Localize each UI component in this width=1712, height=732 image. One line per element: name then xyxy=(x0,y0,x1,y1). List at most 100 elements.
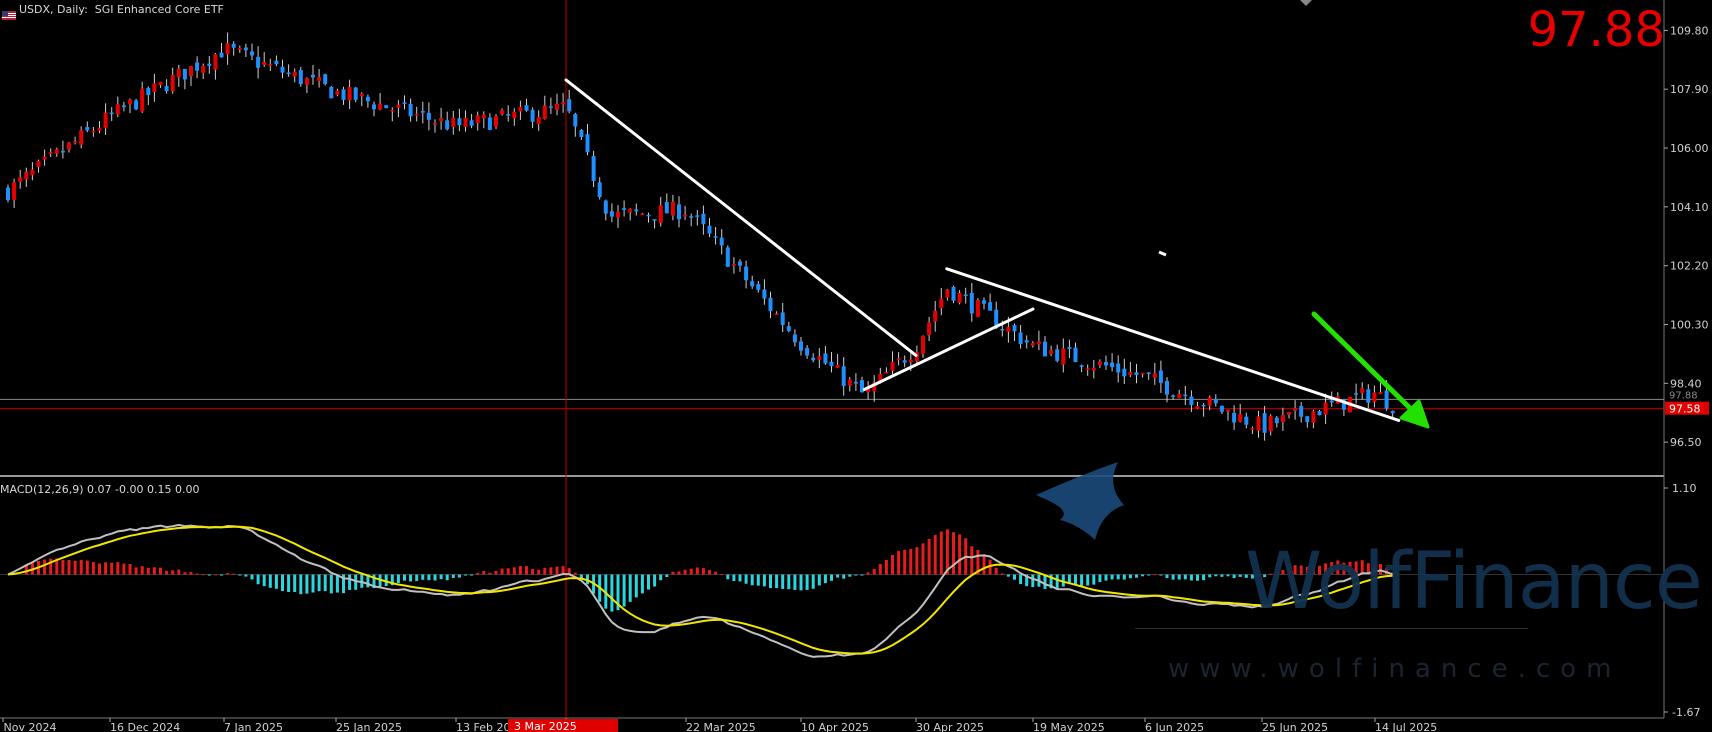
macd-bar-pos xyxy=(1318,565,1321,575)
macd-bar-pos xyxy=(1360,560,1364,575)
forecast-arrow-shaft xyxy=(1311,311,1421,419)
candle-down xyxy=(121,105,126,108)
macd-bar-pos xyxy=(506,568,510,575)
macd-bar-pos xyxy=(1299,565,1303,575)
candle-down xyxy=(365,96,370,102)
macd-bar-neg xyxy=(781,574,785,589)
candle-up xyxy=(512,111,517,119)
macd-bar-pos xyxy=(982,554,986,575)
candle-down xyxy=(1317,411,1322,416)
wolf-logo-icon xyxy=(1036,462,1124,540)
candle-up xyxy=(1049,350,1054,354)
candle-up xyxy=(67,142,71,150)
candle-down xyxy=(756,284,761,290)
macd-bar-pos xyxy=(1342,562,1346,575)
macd-bar-neg xyxy=(1061,574,1065,587)
candle-down xyxy=(164,85,169,92)
macd-bar-neg xyxy=(769,574,772,589)
candle-down xyxy=(1104,362,1108,366)
macd-bar-pos xyxy=(152,567,156,575)
macd-bar-pos xyxy=(537,569,541,575)
us-flag-icon xyxy=(2,5,16,20)
macd-bar-neg xyxy=(1006,574,1010,577)
macd-bar-neg xyxy=(317,574,321,592)
watermark-divider xyxy=(1135,628,1528,629)
candle-down xyxy=(1073,347,1078,363)
candle-down xyxy=(1305,416,1310,423)
macd-bar-pos xyxy=(701,568,705,575)
trendline xyxy=(945,267,1401,422)
candle-down xyxy=(341,89,346,100)
macd-bar-neg xyxy=(640,574,644,594)
macd-tick-label: -1.67 xyxy=(1672,706,1700,719)
macd-bar-pos xyxy=(128,564,132,575)
macd-bar-neg xyxy=(1177,574,1181,580)
candle-up xyxy=(475,115,480,124)
macd-bar-pos xyxy=(525,566,528,575)
macd-bar-neg xyxy=(323,574,327,592)
macd-bar-neg xyxy=(348,574,352,590)
candle-up xyxy=(872,382,877,392)
macd-bar-neg xyxy=(403,574,406,581)
macd-bar-pos xyxy=(543,567,547,575)
macd-bar-pos xyxy=(79,559,83,575)
candle-up xyxy=(731,263,736,266)
candle-up xyxy=(304,78,309,85)
candle-down xyxy=(860,380,864,393)
candle-up xyxy=(945,289,950,298)
candle-down xyxy=(780,312,785,325)
candles xyxy=(6,32,1395,441)
candle-up xyxy=(1085,368,1090,370)
candle-up xyxy=(158,82,163,86)
macd-bar-neg xyxy=(1214,574,1218,577)
macd-bar-neg xyxy=(1025,574,1029,587)
candle-down xyxy=(1067,347,1072,349)
candle-down xyxy=(963,294,968,296)
macd-bar-pos xyxy=(976,549,980,575)
candle-down xyxy=(1146,372,1151,374)
macd-bar-neg xyxy=(274,574,278,589)
macd-bar-neg xyxy=(415,574,419,581)
candle-down xyxy=(231,43,236,48)
candle-down xyxy=(1262,413,1267,433)
candle-up xyxy=(847,379,852,386)
macd-bar-neg xyxy=(256,574,260,585)
candle-down xyxy=(762,289,767,299)
macd-bar-neg xyxy=(1019,574,1023,585)
candle-up xyxy=(128,99,132,105)
macd-bar-pos xyxy=(1000,573,1004,575)
candle-down xyxy=(243,47,248,51)
date-tick-label: 6 Jun 2025 xyxy=(1145,721,1204,732)
date-tick-label: 30 Apr 2025 xyxy=(916,721,984,732)
candle-down xyxy=(1165,381,1169,395)
candle-up xyxy=(975,300,980,317)
candle-down xyxy=(652,219,657,221)
candle-up xyxy=(439,118,444,122)
candle-up xyxy=(237,47,242,50)
big-price-readout: 97.88 xyxy=(1527,2,1665,58)
macd-bar-neg xyxy=(1086,574,1090,586)
candle-down xyxy=(841,366,846,386)
candle-down xyxy=(713,236,718,238)
price-tick-label: 98.40 xyxy=(1670,377,1702,390)
macd-bar-neg xyxy=(1067,574,1071,585)
scroll-marker-icon xyxy=(1300,0,1312,6)
candle-up xyxy=(317,77,322,82)
candle-up xyxy=(463,117,468,127)
date-tick-label: 14 Jul 2025 xyxy=(1375,721,1437,732)
macd-bar-neg xyxy=(390,574,394,586)
candle-down xyxy=(1274,417,1279,424)
candle-down xyxy=(1232,413,1237,423)
date-axis: 7 Nov 2024 16 Dec 2024 7 Jan 2025 25 Jan 20… xyxy=(0,718,1437,732)
candle-down xyxy=(805,348,810,356)
trendline xyxy=(862,307,1035,392)
macd-bar-neg xyxy=(1171,574,1175,580)
crosshair-date-label: 3 Mar 2025 xyxy=(514,720,577,732)
macd-bar-neg xyxy=(305,574,309,594)
candle-down xyxy=(646,214,651,217)
macd-bar-neg xyxy=(659,574,663,581)
macd-bar-pos xyxy=(201,574,205,576)
macd-bar-pos xyxy=(1293,565,1297,575)
macd-bar-pos xyxy=(189,571,193,575)
